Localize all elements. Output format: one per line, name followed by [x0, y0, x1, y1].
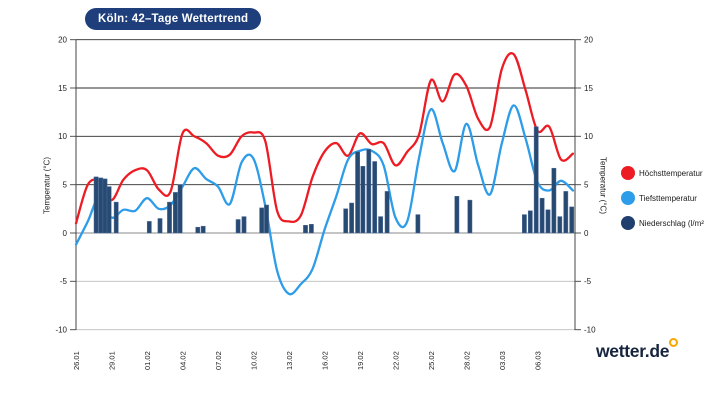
precipitation-bar — [235, 219, 241, 234]
y-tick-label-right: 10 — [584, 132, 593, 141]
precipitation-bar — [378, 216, 383, 234]
y-tick-label-right: 15 — [584, 84, 593, 93]
precipitation-bar — [102, 178, 108, 234]
precipitation-bar — [360, 166, 366, 234]
legend-dot-blue-icon — [621, 191, 635, 205]
precipitation-bar — [106, 186, 112, 234]
x-tick-label: 10.02 — [249, 351, 258, 370]
precipitation-bar — [343, 208, 349, 234]
precipitation-bar — [539, 197, 545, 234]
wetter-de-logo-text: wetter.de — [596, 341, 670, 361]
x-tick-label: 01.02 — [143, 351, 152, 370]
line-tiefsttemperatur — [74, 104, 575, 296]
x-tick-label: 29.01 — [107, 351, 116, 370]
y-tick-label-left: -5 — [60, 277, 68, 286]
y-tick-label-right: 5 — [584, 180, 589, 189]
precipitation-bar — [177, 184, 183, 234]
precipitation-bar — [146, 221, 152, 234]
wetter-de-logo: wetter.de — [596, 338, 679, 362]
legend-dot-red-icon — [621, 166, 635, 180]
precipitation-bar — [309, 224, 314, 234]
x-tick-label: 19.02 — [356, 351, 365, 370]
y-tick-label-left: 5 — [63, 180, 68, 189]
legend-item-niederschlag: Niederschlag (l/m² — [621, 216, 704, 230]
precipitation-bar — [241, 216, 247, 234]
precipitation-bar — [415, 214, 421, 234]
y-axis-label-right: Temperatur (°C) — [598, 157, 608, 214]
precipitation-bar — [569, 206, 575, 234]
legend-dot-navy-icon — [621, 216, 635, 230]
precipitation-bar — [533, 126, 539, 234]
precipitation-bar — [303, 225, 308, 234]
precipitation-bar — [557, 216, 563, 234]
precipitation-bar — [93, 176, 99, 234]
y-axis-label-left: Temperatur (°C) — [42, 157, 52, 214]
legend-item-tiefsttemperatur: Tiefsttemperatur — [621, 191, 704, 205]
precipitation-bar — [167, 201, 172, 234]
x-tick-label: 03.03 — [498, 351, 507, 370]
precipitation-bar — [200, 225, 206, 234]
y-tick-label-left: 10 — [58, 132, 67, 141]
x-tick-label: 13.02 — [285, 351, 294, 370]
chart-legend: Höchsttemperatur Tiefsttemperatur Nieder… — [621, 166, 704, 241]
legend-label: Höchsttemperatur — [639, 168, 703, 178]
legend-label: Tiefsttemperatur — [639, 193, 697, 203]
precipitation-bar — [173, 192, 178, 234]
y-tick-label-left: -10 — [55, 325, 67, 334]
x-tick-label: 16.02 — [320, 351, 329, 370]
precipitation-bar — [563, 191, 569, 234]
precipitation-bar — [384, 191, 390, 234]
precipitation-bar — [195, 226, 201, 234]
x-tick-label: 07.02 — [214, 351, 223, 370]
x-tick-label: 22.02 — [391, 351, 400, 370]
y-tick-label-left: 0 — [63, 229, 68, 238]
precipitation-bar — [454, 196, 460, 234]
precipitation-bar — [113, 201, 119, 234]
precipitation-bar — [366, 149, 372, 234]
chart-title-badge: Köln: 42–Tage Wettertrend — [85, 8, 262, 30]
y-tick-label-left: 20 — [58, 35, 67, 44]
precipitation-bar — [527, 210, 533, 234]
x-tick-label: 04.02 — [178, 351, 187, 370]
precipitation-bar — [157, 218, 163, 234]
precipitation-bar — [522, 214, 527, 234]
sun-ring-icon — [669, 338, 679, 347]
legend-label: Niederschlag (l/m² — [639, 218, 704, 228]
line-hoechsttemperatur — [74, 52, 575, 225]
precipitation-bar — [372, 161, 378, 234]
precipitation-bar — [467, 199, 473, 234]
precipitation-bar — [264, 204, 269, 234]
y-tick-label-left: 15 — [58, 84, 67, 93]
precipitation-bar — [355, 151, 360, 234]
precipitation-bar — [259, 207, 265, 234]
precipitation-bar — [545, 209, 551, 234]
x-tick-label: 25.02 — [427, 351, 436, 370]
y-tick-label-right: 20 — [584, 35, 593, 44]
legend-item-hoechsttemperatur: Höchsttemperatur — [621, 166, 704, 180]
y-tick-label-right: 0 — [584, 229, 589, 238]
precipitation-bar — [349, 202, 354, 234]
x-tick-label: 06.03 — [533, 351, 542, 370]
x-tick-label: 26.01 — [72, 351, 81, 370]
precipitation-bar — [551, 167, 557, 234]
precipitation-bar — [98, 177, 104, 234]
y-tick-label-right: -5 — [584, 277, 592, 286]
x-tick-label: 28.02 — [462, 351, 471, 370]
y-tick-label-right: -10 — [584, 325, 596, 334]
